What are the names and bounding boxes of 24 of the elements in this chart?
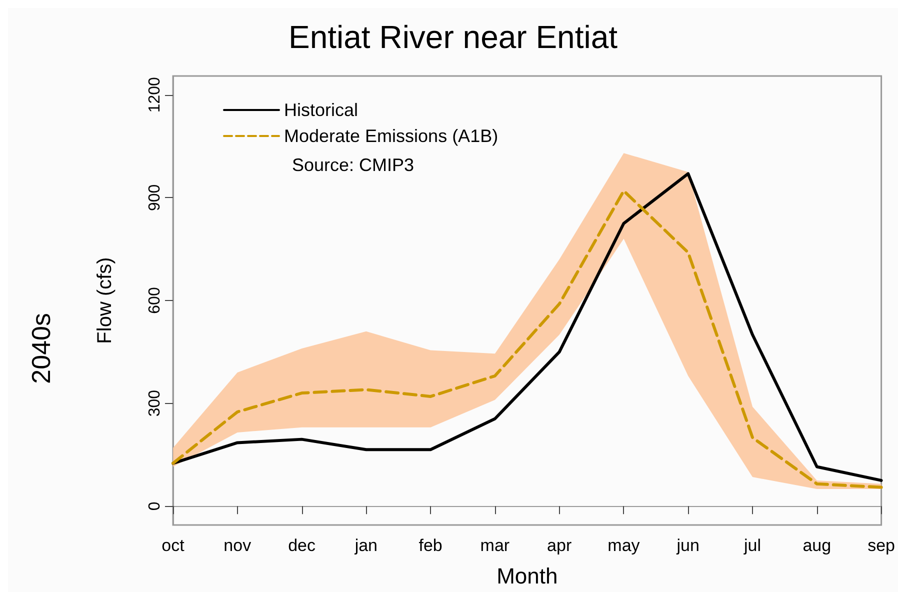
chart-title: Entiat River near Entiat <box>288 19 618 55</box>
legend-label: Historical <box>284 100 358 120</box>
x-tick-label: jul <box>743 536 762 555</box>
y-axis-title: Flow (cfs) <box>94 257 116 344</box>
x-axis-title: Month <box>496 564 558 588</box>
x-tick-label: sep <box>868 536 896 555</box>
x-tick-label: oct <box>162 536 185 555</box>
legend-label: Moderate Emissions (A1B) <box>284 126 498 146</box>
annotation: Source: CMIP3 <box>292 155 414 175</box>
x-tick-label: mar <box>480 536 510 555</box>
x-tick-label: may <box>608 536 640 555</box>
x-tick-label: jan <box>354 536 378 555</box>
y-tick-label: 600 <box>146 287 164 314</box>
y-tick-label: 300 <box>146 390 164 417</box>
y-tick-label: 1200 <box>146 76 164 113</box>
x-tick-label: aug <box>802 536 832 555</box>
y-tick-label: 900 <box>146 184 164 212</box>
x-tick-label: apr <box>547 536 572 555</box>
x-tick-label: nov <box>224 536 252 555</box>
y-tick-label: 0 <box>146 502 164 511</box>
text: 2040s <box>26 312 56 384</box>
x-tick-label: feb <box>418 536 442 555</box>
x-tick-label: dec <box>288 536 316 555</box>
x-tick-label: jun <box>676 536 700 555</box>
